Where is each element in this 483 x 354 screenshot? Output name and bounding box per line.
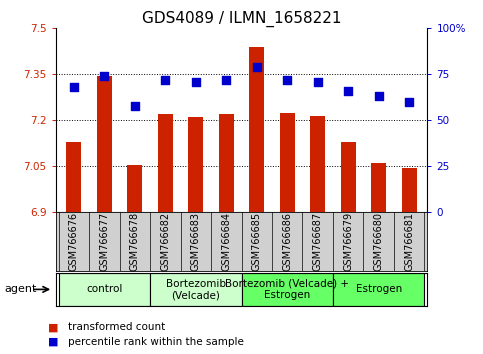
Point bbox=[284, 77, 291, 83]
Bar bbox=[280, 113, 295, 212]
Text: GSM766684: GSM766684 bbox=[221, 212, 231, 271]
Bar bbox=[188, 117, 203, 212]
Bar bbox=[150, 273, 242, 306]
Text: Bortezomib (Velcade) +
Estrogen: Bortezomib (Velcade) + Estrogen bbox=[225, 279, 349, 300]
Text: GSM766681: GSM766681 bbox=[404, 212, 414, 271]
Text: GSM766677: GSM766677 bbox=[99, 212, 109, 271]
Bar bbox=[333, 273, 425, 306]
Bar bbox=[310, 116, 326, 212]
Text: GSM766678: GSM766678 bbox=[130, 212, 140, 271]
Point bbox=[375, 93, 383, 99]
Bar bbox=[66, 142, 82, 212]
Text: control: control bbox=[86, 284, 123, 295]
Bar bbox=[58, 273, 150, 306]
Point bbox=[344, 88, 352, 94]
Bar bbox=[242, 273, 333, 306]
Text: Bortezomib
(Velcade): Bortezomib (Velcade) bbox=[166, 279, 226, 300]
Bar bbox=[219, 114, 234, 212]
Text: GSM766687: GSM766687 bbox=[313, 212, 323, 271]
Point bbox=[131, 103, 139, 108]
Text: GSM766683: GSM766683 bbox=[191, 212, 201, 271]
Text: ■: ■ bbox=[48, 337, 59, 347]
Text: GSM766682: GSM766682 bbox=[160, 212, 170, 271]
Point bbox=[161, 77, 169, 83]
Text: percentile rank within the sample: percentile rank within the sample bbox=[68, 337, 243, 347]
Point bbox=[253, 64, 261, 70]
Text: ■: ■ bbox=[48, 322, 59, 332]
Point bbox=[222, 77, 230, 83]
Bar bbox=[401, 168, 417, 212]
Point bbox=[100, 73, 108, 79]
Bar bbox=[249, 47, 264, 212]
Text: Estrogen: Estrogen bbox=[355, 284, 402, 295]
Bar bbox=[97, 76, 112, 212]
Point bbox=[405, 99, 413, 105]
Point bbox=[192, 79, 199, 85]
Point bbox=[314, 79, 322, 85]
Text: transformed count: transformed count bbox=[68, 322, 165, 332]
Text: GSM766685: GSM766685 bbox=[252, 212, 262, 271]
Bar bbox=[341, 142, 356, 212]
Point bbox=[70, 84, 78, 90]
Text: GDS4089 / ILMN_1658221: GDS4089 / ILMN_1658221 bbox=[142, 11, 341, 27]
Text: agent: agent bbox=[5, 284, 37, 295]
Text: GSM766686: GSM766686 bbox=[282, 212, 292, 271]
Bar bbox=[371, 163, 386, 212]
Text: GSM766676: GSM766676 bbox=[69, 212, 79, 271]
Text: GSM766679: GSM766679 bbox=[343, 212, 353, 271]
Bar bbox=[157, 114, 173, 212]
Text: GSM766680: GSM766680 bbox=[374, 212, 384, 271]
Bar bbox=[127, 165, 142, 212]
